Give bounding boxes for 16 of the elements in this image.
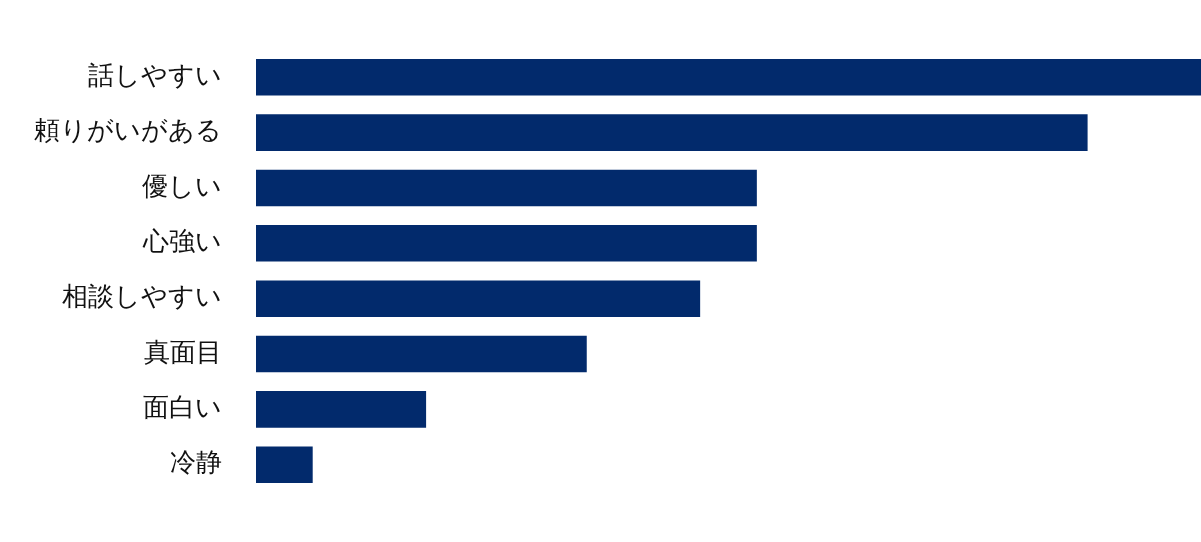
- y-tick-label: 優しい: [142, 170, 222, 201]
- y-tick-label: 相談しやすい: [62, 281, 222, 312]
- bar: [256, 335, 587, 373]
- bar: [256, 391, 427, 428]
- bar: [256, 114, 1088, 151]
- bar: [256, 59, 1201, 96]
- y-tick-label: 真面目: [144, 336, 222, 367]
- bar: [256, 169, 757, 207]
- y-tick-label: 頼りがいがある: [34, 115, 222, 146]
- y-tick-label: 面白い: [143, 392, 222, 423]
- y-tick-label: 話しやすい: [88, 60, 222, 91]
- bar: [256, 446, 313, 483]
- y-tick-label: 冷静: [170, 447, 222, 478]
- bar: [256, 225, 757, 262]
- bar: [256, 280, 701, 317]
- y-tick-label: 心強い: [142, 226, 222, 257]
